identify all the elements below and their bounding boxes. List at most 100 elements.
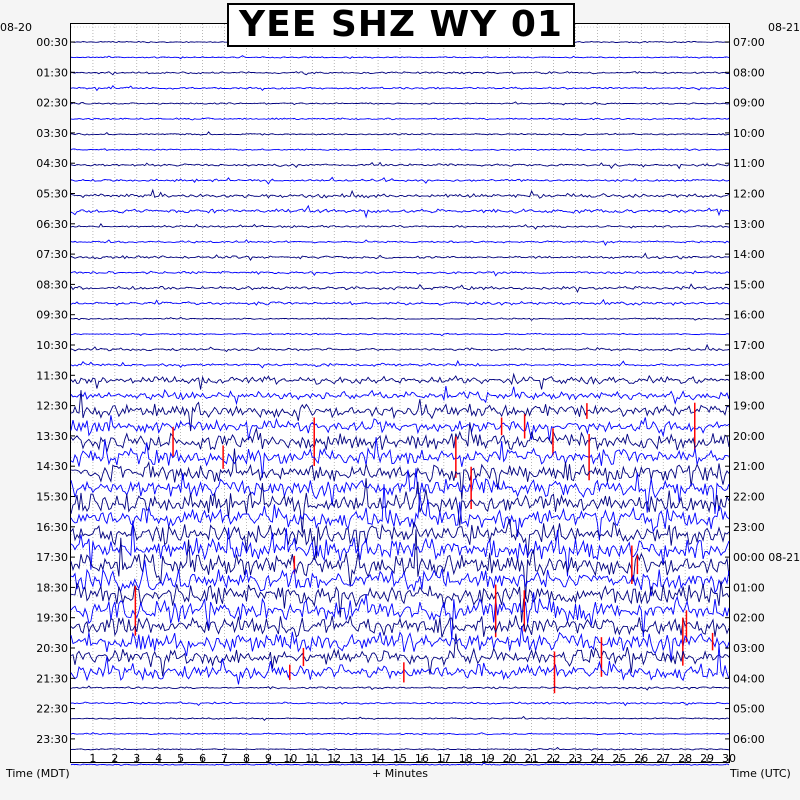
right-time-tick: 18:00 — [733, 369, 765, 382]
right-time-tick: 00:00 08-21 — [733, 551, 800, 564]
seismic-trace — [70, 283, 730, 293]
right-time-tick: 12:00 — [733, 188, 765, 201]
right-time-tick: 01:00 — [733, 581, 765, 594]
x-tick-label: 8 — [243, 752, 250, 765]
left-time-tick: 08:30 — [36, 278, 68, 291]
right-time-tick: 20:00 — [733, 430, 765, 443]
x-tick-label: 5 — [177, 752, 184, 765]
seismic-trace — [70, 298, 730, 306]
seismic-trace — [70, 117, 730, 121]
seismic-trace — [70, 270, 730, 277]
right-time-tick: 10:00 — [733, 127, 765, 140]
seismic-trace — [70, 372, 730, 390]
right-time-tick: 03:00 — [733, 642, 765, 655]
seismic-trace — [70, 701, 730, 707]
seismic-trace — [70, 148, 730, 152]
left-time-tick: 23:30 — [36, 733, 68, 746]
seismic-trace — [70, 644, 730, 685]
left-time-tick: 01:30 — [36, 66, 68, 79]
seismic-trace — [70, 762, 730, 766]
seismic-trace — [70, 478, 730, 533]
left-time-tick: 06:30 — [36, 218, 68, 231]
seismic-trace — [70, 633, 730, 677]
x-tick-label: 30 — [722, 752, 736, 765]
x-tick-label: 24 — [590, 752, 604, 765]
seismic-trace — [70, 386, 730, 406]
seismic-trace — [70, 222, 730, 230]
x-tick-label: 4 — [155, 752, 162, 765]
right-time-tick: 19:00 — [733, 400, 765, 413]
left-axis-label: Time (MDT) — [6, 767, 70, 780]
left-time-tick: 12:30 — [36, 400, 68, 413]
seismic-trace — [70, 448, 730, 500]
seismic-trace — [70, 390, 730, 432]
x-tick-label: 2 — [111, 752, 118, 765]
left-time-tick: 03:30 — [36, 127, 68, 140]
x-tick-label: 6 — [199, 752, 206, 765]
seismic-trace — [70, 715, 730, 721]
seismic-trace — [70, 560, 730, 597]
seismic-trace — [70, 252, 730, 261]
x-tick-label: 23 — [568, 752, 582, 765]
seismic-trace — [70, 204, 730, 219]
x-tick-label: 16 — [415, 752, 429, 765]
seismic-trace — [70, 468, 730, 515]
seismic-trace — [70, 176, 730, 185]
x-tick-label: 17 — [437, 752, 451, 765]
x-tick-label: 18 — [459, 752, 473, 765]
x-tick-label: 20 — [503, 752, 517, 765]
left-time-tick: 02:30 — [36, 97, 68, 110]
end-date-label: 08-21 — [768, 21, 800, 34]
right-time-tick: 15:00 — [733, 278, 765, 291]
right-time-tick: 02:00 — [733, 612, 765, 625]
right-time-tick: 07:00 — [733, 36, 765, 49]
x-tick-label: 9 — [265, 752, 272, 765]
seismic-trace — [70, 101, 730, 106]
seismic-trace — [70, 84, 730, 92]
left-time-tick: 09:30 — [36, 309, 68, 322]
x-axis-label: + Minutes — [372, 767, 429, 780]
seismic-trace — [70, 437, 730, 478]
x-tick-label: 19 — [481, 752, 495, 765]
seismic-trace — [70, 625, 730, 661]
seismic-trace — [70, 732, 730, 736]
seismic-trace — [70, 415, 730, 441]
seismic-trace — [70, 685, 730, 691]
right-time-tick: 14:00 — [733, 248, 765, 261]
x-tick-label: 15 — [393, 752, 407, 765]
x-tick-label: 13 — [349, 752, 363, 765]
x-tick-label: 22 — [547, 752, 561, 765]
left-time-tick: 22:30 — [36, 703, 68, 716]
x-tick-label: 12 — [327, 752, 341, 765]
left-time-tick: 17:30 — [36, 551, 68, 564]
seismic-trace — [70, 529, 730, 599]
left-time-tick: 14:30 — [36, 460, 68, 473]
seismic-trace — [70, 343, 730, 353]
right-time-tick: 21:00 — [733, 460, 765, 473]
seismic-trace — [70, 131, 730, 136]
x-tick-label: 7 — [221, 752, 228, 765]
right-time-tick: 05:00 — [733, 703, 765, 716]
right-time-tick: 22:00 — [733, 491, 765, 504]
left-time-tick: 11:30 — [36, 369, 68, 382]
right-time-tick: 06:00 — [733, 733, 765, 746]
x-tick-label: 28 — [678, 752, 692, 765]
left-time-tick: 04:30 — [36, 157, 68, 170]
right-time-tick: 13:00 — [733, 218, 765, 231]
right-time-tick: 08:00 — [733, 66, 765, 79]
left-time-tick: 20:30 — [36, 642, 68, 655]
left-time-tick: 10:30 — [36, 339, 68, 352]
x-tick-label: 26 — [634, 752, 648, 765]
seismic-trace — [70, 484, 730, 541]
left-time-tick: 21:30 — [36, 672, 68, 685]
chart-title: YEE SHZ WY 01 — [227, 3, 575, 47]
right-time-tick: 11:00 — [733, 157, 765, 170]
left-time-tick: 18:30 — [36, 581, 68, 594]
seismic-trace — [70, 592, 730, 640]
seismic-trace — [70, 520, 730, 577]
x-tick-label: 27 — [656, 752, 670, 765]
right-time-tick: 04:00 — [733, 672, 765, 685]
seismic-trace — [70, 239, 730, 247]
seismic-trace — [70, 161, 730, 170]
